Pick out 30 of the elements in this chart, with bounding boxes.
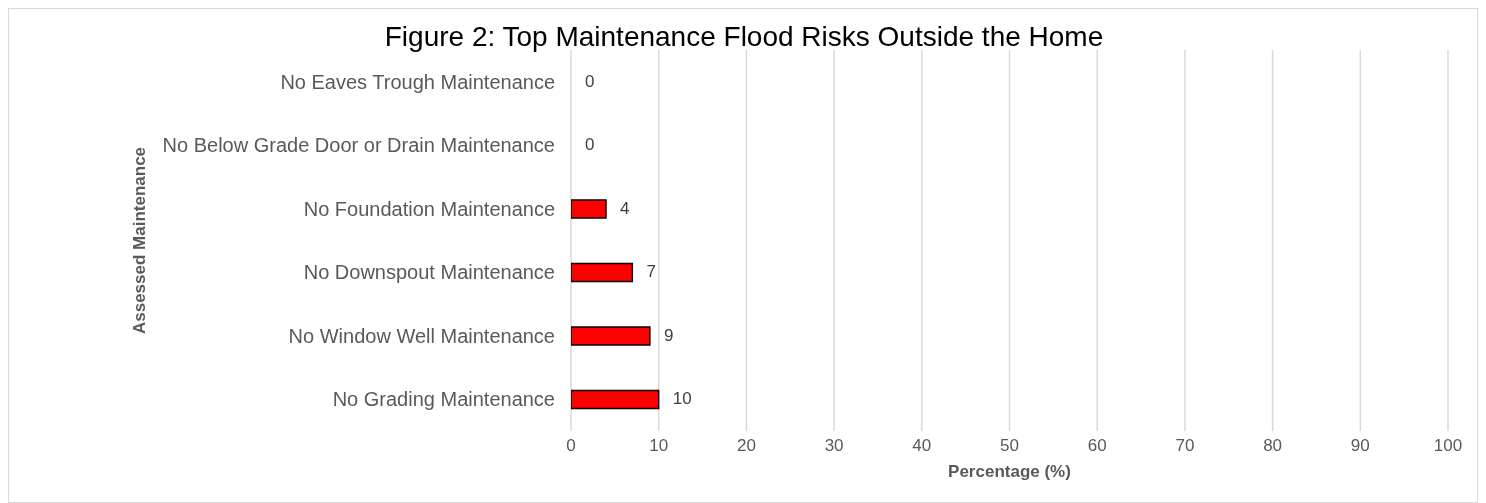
chart-title: Figure 2: Top Maintenance Flood Risks Outside the Home	[383, 21, 1105, 53]
data-label: 0	[585, 70, 595, 93]
x-tick-label: 40	[912, 436, 932, 456]
y-tick-label: No Downspout Maintenance	[303, 261, 555, 284]
x-tick-label: 60	[1087, 436, 1107, 456]
y-tick-label: No Window Well Maintenance	[288, 324, 555, 347]
bar	[571, 262, 634, 283]
x-tick-label: 90	[1350, 436, 1370, 456]
data-label: 7	[646, 261, 656, 284]
x-tick-label: 0	[566, 436, 576, 456]
x-tick-label: 30	[824, 436, 844, 456]
y-tick-label: No Grading Maintenance	[332, 388, 555, 411]
data-label: 10	[672, 388, 692, 411]
bar	[571, 389, 660, 410]
x-tick-label: 80	[1263, 436, 1283, 456]
x-axis-title: Percentage (%)	[948, 462, 1071, 481]
y-axis-title: Assessed Maintenance	[130, 146, 150, 335]
y-tick-label: No Below Grade Door or Drain Maintenance	[162, 134, 555, 157]
bar	[571, 199, 607, 219]
y-tick-label: No Eaves Trough Maintenance	[280, 70, 555, 93]
x-tick-label: 10	[649, 436, 669, 456]
data-label: 0	[585, 134, 595, 157]
x-tick-label: 100	[1433, 436, 1463, 456]
x-tick-label: 20	[736, 436, 756, 456]
x-tick-label: 50	[1000, 436, 1019, 456]
x-tick-label: 70	[1175, 436, 1195, 456]
data-label: 9	[663, 324, 674, 347]
bar	[571, 326, 651, 346]
y-tick-label: No Foundation Maintenance	[303, 197, 555, 220]
data-label: 4	[620, 197, 630, 220]
